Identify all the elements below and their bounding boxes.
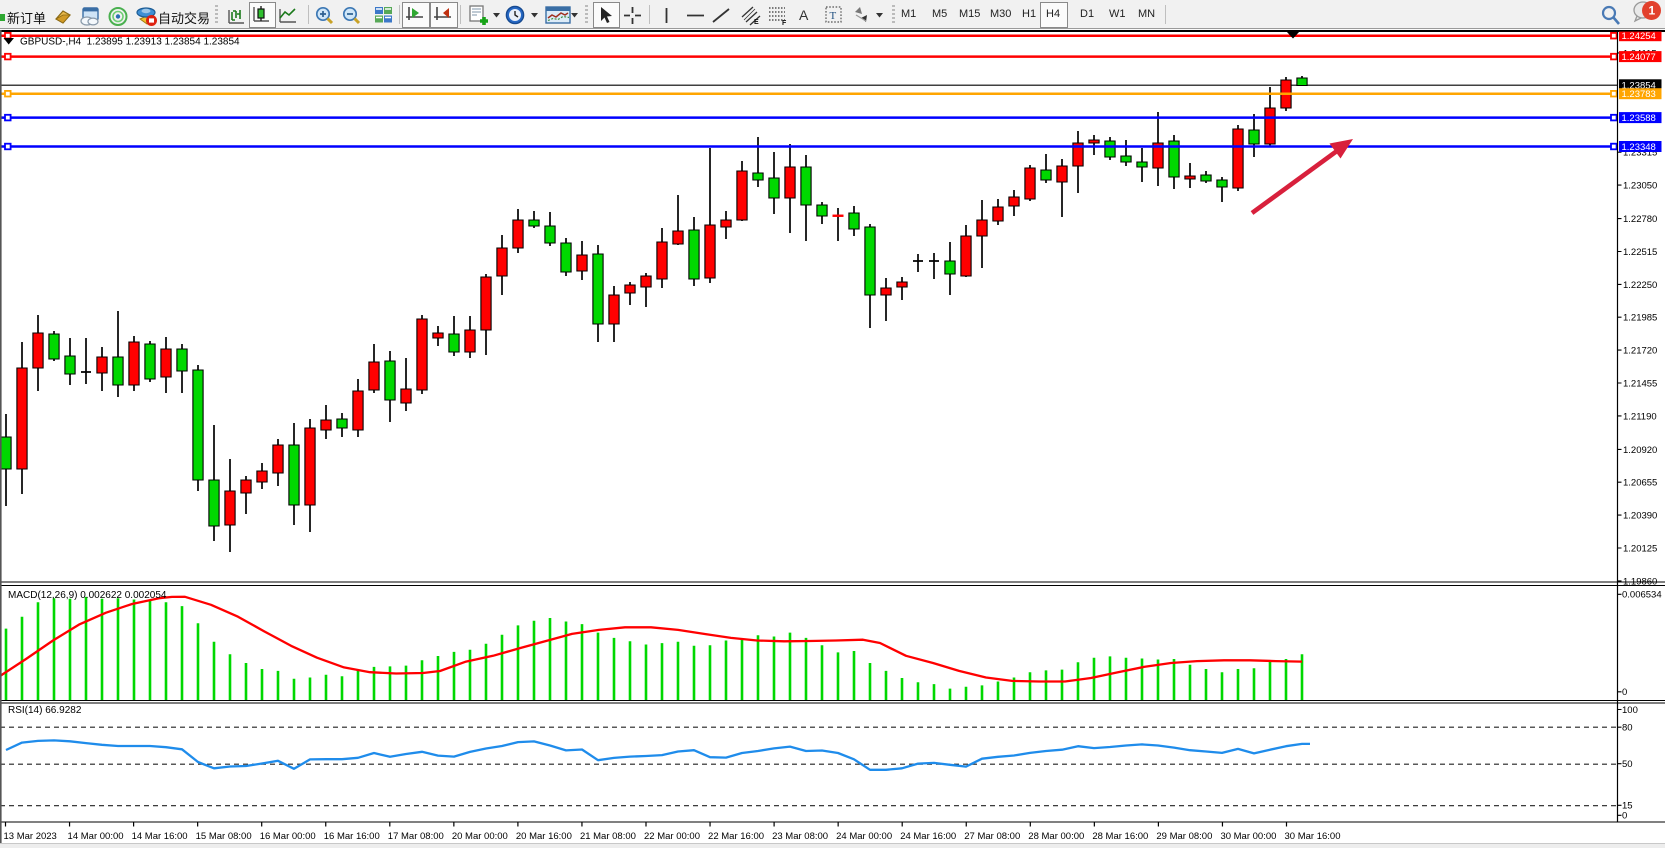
svg-text:1.22250: 1.22250 [1623,280,1657,291]
svg-text:17 Mar 08:00: 17 Mar 08:00 [388,831,444,842]
svg-text:1.21720: 1.21720 [1623,346,1657,357]
svg-text:1.21985: 1.21985 [1623,313,1657,324]
svg-text:22 Mar 16:00: 22 Mar 16:00 [708,831,764,842]
svg-text:1.23854: 1.23854 [1622,80,1656,91]
svg-text:1.20655: 1.20655 [1623,478,1657,489]
svg-text:T: T [830,10,837,22]
svg-text:30 Mar 00:00: 30 Mar 00:00 [1220,831,1276,842]
svg-text:GBPUSD-,H4 1.23895 1.23913 1.: GBPUSD-,H4 1.23895 1.23913 1.23854 1.238… [20,36,240,47]
svg-text:F: F [782,20,787,27]
svg-text:1.21455: 1.21455 [1623,378,1657,389]
svg-text:1.20920: 1.20920 [1623,445,1657,456]
svg-text:28 Mar 16:00: 28 Mar 16:00 [1092,831,1148,842]
svg-text:28 Mar 00:00: 28 Mar 00:00 [1028,831,1084,842]
svg-text:1.23783: 1.23783 [1622,89,1656,100]
svg-text:100: 100 [1622,705,1638,716]
svg-text:16 Mar 00:00: 16 Mar 00:00 [260,831,316,842]
svg-text:RSI(14) 66.9282: RSI(14) 66.9282 [8,705,82,716]
svg-text:27 Mar 08:00: 27 Mar 08:00 [964,831,1020,842]
svg-text:23 Mar 08:00: 23 Mar 08:00 [772,831,828,842]
svg-text:0: 0 [1622,811,1627,822]
svg-text:1.20125: 1.20125 [1623,543,1657,554]
svg-text:1: 1 [1649,4,1656,18]
svg-text:24 Mar 16:00: 24 Mar 16:00 [900,831,956,842]
svg-text:E: E [754,19,759,26]
svg-text:0: 0 [1622,687,1627,698]
svg-text:MACD(12,26,9) 0.002622 0.00205: MACD(12,26,9) 0.002622 0.002054 [8,590,167,601]
svg-text:30 Mar 16:00: 30 Mar 16:00 [1285,831,1341,842]
svg-text:15: 15 [1622,801,1633,812]
svg-text:16 Mar 16:00: 16 Mar 16:00 [324,831,380,842]
svg-text:0.006534: 0.006534 [1622,590,1662,601]
svg-text:20 Mar 16:00: 20 Mar 16:00 [516,831,572,842]
svg-text:1.23315: 1.23315 [1623,148,1657,159]
svg-text:1.19860: 1.19860 [1623,576,1657,587]
svg-text:1.24254: 1.24254 [1622,31,1656,42]
svg-text:1.22515: 1.22515 [1623,247,1657,258]
svg-text:20 Mar 00:00: 20 Mar 00:00 [452,831,508,842]
svg-text:1.22780: 1.22780 [1623,214,1657,225]
svg-text:1.20390: 1.20390 [1623,511,1657,522]
svg-text:14 Mar 16:00: 14 Mar 16:00 [132,831,188,842]
svg-text:15 Mar 08:00: 15 Mar 08:00 [196,831,252,842]
svg-text:1.21190: 1.21190 [1623,411,1657,422]
svg-text:50: 50 [1622,759,1633,770]
svg-text:22 Mar 00:00: 22 Mar 00:00 [644,831,700,842]
svg-text:13 Mar 2023: 13 Mar 2023 [4,831,57,842]
svg-text:1.23348: 1.23348 [1622,142,1656,153]
svg-text:80: 80 [1622,723,1633,734]
svg-text:14 Mar 00:00: 14 Mar 00:00 [68,831,124,842]
svg-text:1.24077: 1.24077 [1622,52,1656,63]
svg-text:1.23050: 1.23050 [1623,181,1657,192]
svg-text:1.23588: 1.23588 [1622,113,1656,124]
svg-text:21 Mar 08:00: 21 Mar 08:00 [580,831,636,842]
svg-text:29 Mar 08:00: 29 Mar 08:00 [1156,831,1212,842]
svg-text:24 Mar 00:00: 24 Mar 00:00 [836,831,892,842]
